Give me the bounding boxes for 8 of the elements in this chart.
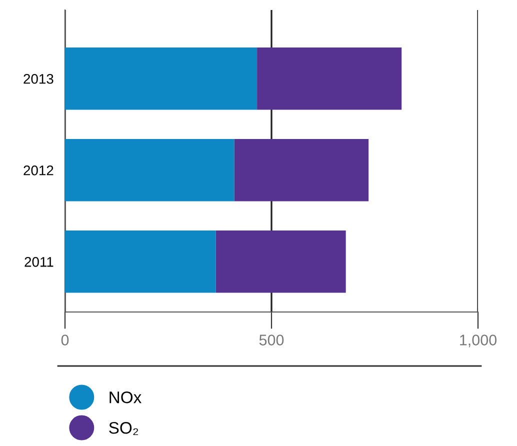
y-tick-label: 2011 <box>24 257 54 267</box>
y-tick-label: 2012 <box>24 165 54 176</box>
x-tick-label: 1,000 <box>460 334 497 348</box>
legend-label: SO₂ <box>109 422 138 436</box>
y-tick-label: 2013 <box>24 74 54 84</box>
x-tick-label: 500 <box>259 334 284 346</box>
x-tick-label: 0 <box>61 334 69 346</box>
legend-label: NOx <box>110 391 142 404</box>
